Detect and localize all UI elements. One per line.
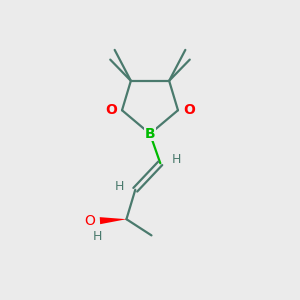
Text: B: B (145, 127, 155, 141)
Text: O: O (105, 103, 117, 117)
Text: H: H (115, 180, 124, 193)
Text: H: H (92, 230, 102, 243)
Text: H: H (172, 153, 181, 166)
Text: O: O (183, 103, 195, 117)
Polygon shape (100, 217, 126, 224)
Text: O: O (84, 214, 94, 228)
